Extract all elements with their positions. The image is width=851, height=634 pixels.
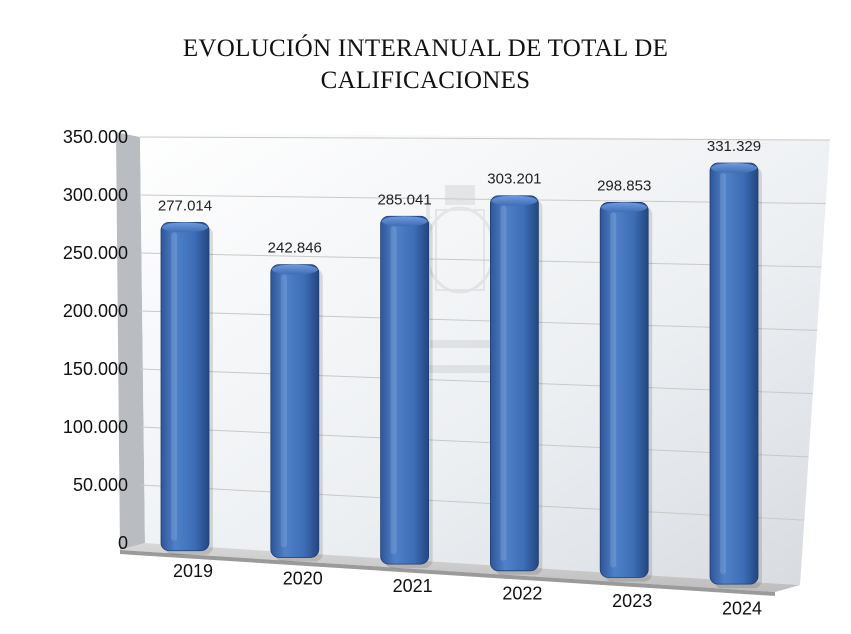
data-label-2022: 303.201: [487, 171, 541, 188]
bar-2023: [599, 202, 653, 582]
bar-body: [599, 202, 649, 578]
y-tick-label: 0: [118, 533, 128, 553]
bar-top: [601, 202, 648, 213]
floor-edge: [120, 550, 775, 596]
bar-body: [270, 264, 320, 558]
bar-2020: [270, 264, 323, 562]
x-tick-label-2022: 2022: [502, 584, 542, 604]
chart-title-line-1: EVOLUCIÓN INTERANUAL DE TOTAL DE: [182, 35, 669, 62]
x-tick-label-2023: 2023: [612, 591, 652, 611]
bar-2022: [489, 195, 543, 575]
data-label-2019: 277.014: [158, 197, 212, 214]
y-tick-label: 300.000: [63, 185, 128, 205]
y-tick-label: 250.000: [63, 243, 128, 263]
bar-top: [271, 264, 318, 275]
y-tick-label: 50.000: [73, 475, 128, 495]
y-tick-label: 350.000: [63, 127, 128, 147]
gridline: [139, 310, 818, 331]
y-axis: 0 50.000 100.000 150.000 200.000 250.000 300.0…: [63, 127, 128, 553]
x-tick-label-2019: 2019: [173, 561, 213, 581]
x-tick-label-2021: 2021: [393, 576, 433, 596]
y-tick-label: 200.000: [63, 301, 128, 321]
data-label-2023: 298.853: [597, 177, 651, 194]
data-label-2024: 331.329: [707, 138, 761, 155]
x-axis: 2019 2020 2021 2022 2023 2024: [173, 561, 762, 619]
x-tick-label-2020: 2020: [283, 569, 323, 589]
bar-top: [711, 163, 757, 174]
bar-body: [709, 162, 759, 585]
bar-2024: [709, 162, 762, 589]
bar-top: [162, 222, 208, 233]
gridline: [139, 368, 813, 395]
data-label-2020: 242.846: [268, 240, 322, 257]
gridline: [139, 484, 805, 521]
bar-top: [381, 216, 428, 227]
y-tick-label: 100.000: [63, 417, 128, 437]
bar-body: [160, 221, 210, 552]
data-label-2021: 285.041: [377, 191, 431, 208]
bar-2019: [160, 221, 213, 555]
bar-2021: [380, 215, 433, 569]
gridline: [139, 426, 809, 458]
bar-top: [491, 195, 538, 206]
gridline: [139, 136, 831, 141]
bar-body: [489, 195, 539, 572]
y-tick-label: 150.000: [63, 359, 128, 379]
data-labels: 277.014 242.846 285.041 303.201 298.853 331.3…: [158, 138, 761, 257]
x-tick-label-2024: 2024: [722, 599, 762, 619]
bars: [160, 162, 762, 589]
side-wall: [116, 132, 145, 550]
gridline: [139, 252, 822, 268]
chart-title-line-2: CALIFICACIONES: [320, 67, 531, 94]
bar-body: [380, 215, 430, 565]
